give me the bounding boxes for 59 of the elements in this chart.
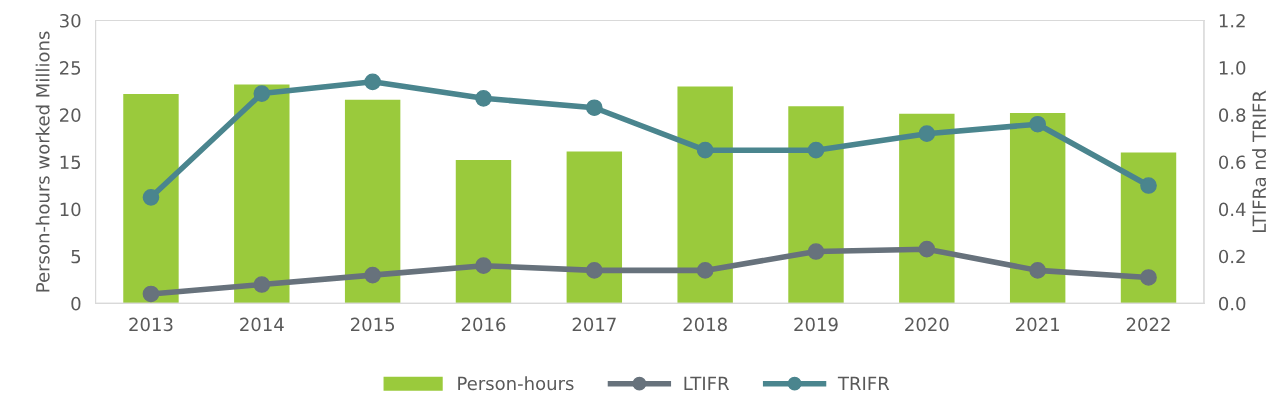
legend-label: LTIFR (684, 376, 730, 390)
point (1029, 262, 1047, 279)
y2-tick-label: 0.8 (1219, 108, 1246, 122)
point (696, 141, 714, 159)
bar (899, 113, 955, 304)
bar (234, 84, 290, 304)
bar (788, 106, 844, 304)
point (1140, 177, 1157, 194)
y2-tick-label: 0.4 (1219, 202, 1246, 217)
bar (677, 86, 733, 304)
y-axis-title: Person-hours worked Millions (35, 31, 50, 292)
y-tick-label: 10 (60, 202, 81, 217)
x-tick-label: 2019 (794, 317, 838, 332)
x-tick-label: 2016 (461, 317, 506, 332)
point (253, 276, 271, 293)
point (1140, 269, 1157, 286)
y2-tick-label: 0.0 (1219, 296, 1246, 311)
bar (1009, 112, 1066, 304)
point (918, 125, 936, 142)
point (585, 99, 603, 117)
y-tick-label: 0 (71, 296, 81, 311)
point (475, 89, 492, 107)
y2-axis-title: LTIFRa nd TRIFR (1252, 90, 1267, 233)
x-tick-label: 2017 (572, 317, 616, 332)
x-tick-label: 2020 (905, 317, 949, 332)
y2-tick-label: 1.0 (1219, 61, 1246, 75)
point (918, 240, 936, 258)
bar (566, 151, 623, 304)
x-tick-label: 2014 (240, 317, 284, 332)
point (807, 243, 825, 260)
bar (344, 99, 401, 304)
y2-tick-label: 1.2 (1219, 13, 1245, 28)
y-tick-label: 30 (60, 13, 81, 28)
y2-tick-label: 0.6 (1219, 155, 1246, 170)
bar (123, 94, 179, 304)
point (142, 285, 160, 303)
point (142, 188, 160, 206)
bar (455, 160, 512, 304)
point (807, 141, 825, 159)
x-tick-label: 2018 (683, 317, 727, 332)
y-tick-label: 5 (71, 249, 81, 264)
x-tick-label: 2013 (129, 317, 173, 332)
point (696, 262, 714, 279)
y-tick-label: 25 (60, 61, 81, 75)
point (1029, 115, 1047, 133)
point (475, 257, 492, 275)
x-tick-label: 2022 (1126, 317, 1170, 332)
y-tick-label: 15 (60, 155, 81, 170)
legend-label: Person-hours (458, 376, 574, 391)
point (364, 73, 381, 91)
point (364, 266, 381, 284)
x-tick-label: 2015 (350, 317, 395, 332)
y2-tick-label: 0.2 (1219, 249, 1245, 264)
x-tick-label: 2021 (1016, 317, 1059, 332)
point (585, 262, 603, 279)
legend-label: TRIFR (837, 376, 890, 390)
y-tick-label: 20 (60, 108, 81, 122)
bar (1120, 152, 1177, 304)
point (253, 85, 271, 102)
